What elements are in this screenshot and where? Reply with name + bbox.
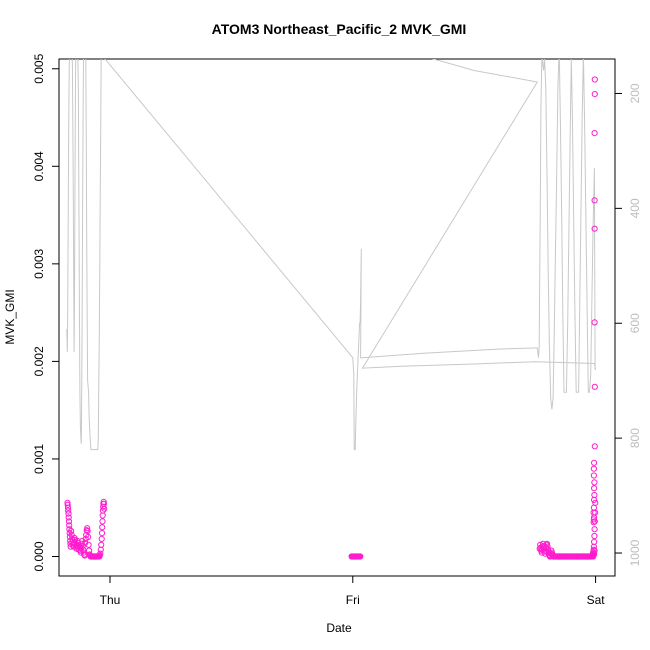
data-point [65,507,72,514]
data-point [99,524,106,531]
pressure-line [66,59,597,451]
y-tick-label: 0.004 [32,151,46,181]
data-point [591,91,598,98]
data-point [591,526,598,533]
data-point [591,459,598,466]
mvk-points-series [64,76,599,560]
plot-frame [58,58,616,577]
right-y-tick-label: 200 [628,83,642,103]
data-point [101,505,108,512]
right-y-tick-label: 600 [628,313,642,333]
data-point [65,514,72,521]
x-axis: Thu Fri Sat [100,575,606,607]
data-point [97,550,104,557]
data-point [99,518,106,525]
data-point [68,528,75,535]
data-point [590,553,597,560]
data-point [591,319,598,326]
right-y-axis: 200 400 600 800 1000 [614,83,642,566]
data-point [590,472,598,479]
data-point [98,535,105,543]
data-point [98,541,105,548]
data-point [66,526,73,533]
right-y-tick-label: 1000 [628,539,642,566]
data-point [82,539,89,546]
data-point [591,538,598,546]
y-tick-label: 0.005 [32,53,46,83]
data-point [590,546,597,553]
data-point [542,544,550,551]
y-axis-label: MVK_GMI [3,289,17,344]
data-point [591,443,598,450]
right-y-tick-label: 400 [628,198,642,218]
x-tick-label: Fri [346,593,360,607]
data-point [591,485,598,492]
data-point [591,532,598,540]
data-point [591,225,598,232]
y-tick-label: 0.000 [32,541,46,571]
data-point [64,504,72,511]
data-point [591,491,598,499]
data-point [544,543,551,550]
data-point [84,528,91,535]
data-point [590,504,598,511]
y-tick-label: 0.003 [32,249,46,279]
data-point [64,501,71,508]
y-tick-label: 0.001 [32,444,46,474]
data-point [85,533,92,541]
data-point [543,540,551,547]
data-point [66,522,73,529]
data-point [591,130,598,137]
data-point [84,525,91,532]
y-tick-label: 0.002 [32,346,46,376]
data-point [357,553,364,560]
data-point [98,530,106,537]
data-point [590,465,598,472]
chart-title: ATOM3 Northeast_Pacific_2 MVK_GMI [212,21,467,37]
data-point [591,197,598,204]
data-point [65,518,73,525]
pressure-line-series [66,59,597,451]
data-point [591,383,598,390]
data-point [591,479,598,486]
data-point [65,510,72,517]
data-point [591,76,598,83]
x-axis-label: Date [326,621,352,635]
right-y-tick-label: 800 [628,428,642,448]
y-axis: 0.000 0.001 0.002 0.003 0.004 0.005 [32,53,60,572]
x-tick-label: Sat [587,593,606,607]
data-point [85,541,92,548]
x-tick-label: Thu [100,593,121,607]
